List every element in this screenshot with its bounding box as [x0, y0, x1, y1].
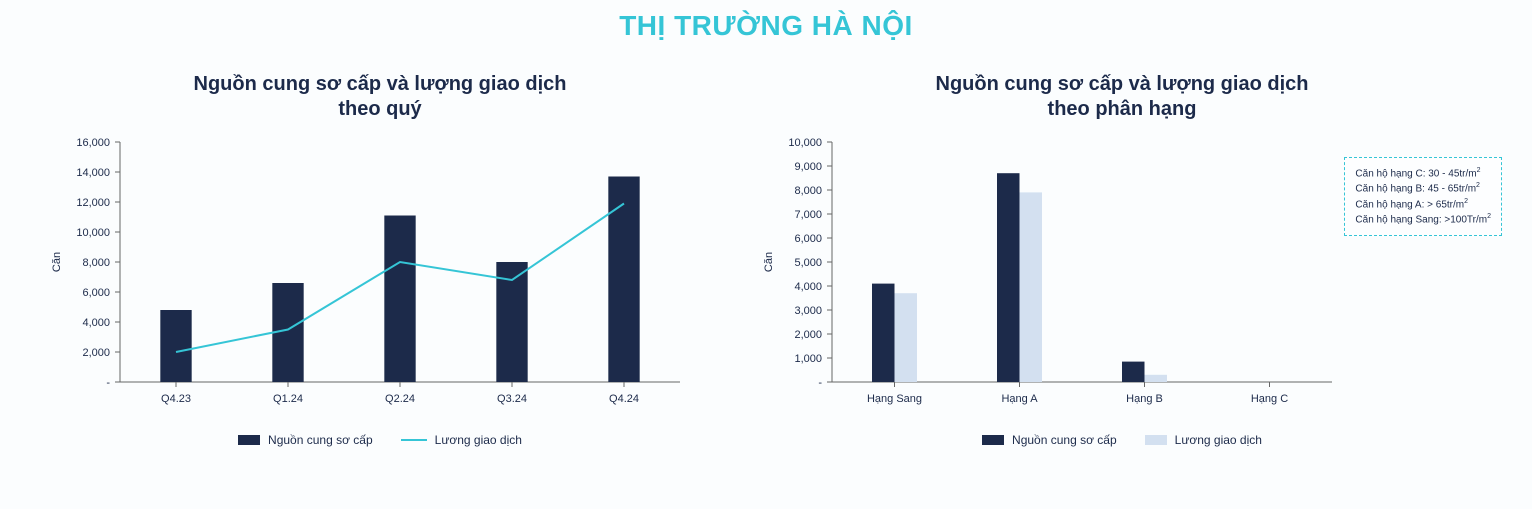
legend-right-s2-label: Lương giao dịch [1175, 433, 1262, 447]
svg-text:4,000: 4,000 [794, 281, 822, 293]
svg-text:Căn: Căn [51, 252, 63, 272]
svg-text:14,000: 14,000 [76, 167, 110, 179]
svg-text:6,000: 6,000 [794, 233, 822, 245]
page-title: THỊ TRƯỜNG HÀ NỘI [0, 10, 1532, 42]
svg-text:8,000: 8,000 [794, 185, 822, 197]
svg-text:Hạng A: Hạng A [1001, 393, 1038, 405]
chart-left-title-line1: Nguồn cung sơ cấp và lượng giao dịch [194, 73, 567, 95]
legend-bar-swatch [238, 435, 260, 445]
legend-left-bar-label: Nguồn cung sơ cấp [268, 433, 373, 447]
chart-left-title: Nguồn cung sơ cấp và lượng giao dịch the… [40, 72, 720, 122]
chart-right-block: Nguồn cung sơ cấp và lượng giao dịch the… [752, 52, 1492, 447]
svg-text:1,000: 1,000 [794, 353, 822, 365]
legend-left-line: Lương giao dịch [401, 433, 522, 447]
legend-bar-swatch [982, 435, 1004, 445]
svg-text:Hạng Sang: Hạng Sang [867, 393, 922, 405]
svg-text:6,000: 6,000 [82, 287, 110, 299]
svg-text:Hạng C: Hạng C [1251, 393, 1288, 405]
svg-text:Căn: Căn [763, 252, 775, 272]
legend-right-s1-label: Nguồn cung sơ cấp [1012, 433, 1117, 447]
svg-text:3,000: 3,000 [794, 305, 822, 317]
svg-text:-: - [106, 377, 110, 389]
chart-left-legend: Nguồn cung sơ cấp Lương giao dịch [40, 433, 720, 447]
info-box-line: Căn hộ hạng A: > 65tr/m2 [1355, 197, 1491, 212]
svg-text:9,000: 9,000 [794, 161, 822, 173]
chart-right-svg: - 1,000 2,000 3,000 4,000 5,000 6,000 7,000 8,00… [752, 132, 1352, 422]
svg-text:Q4.24: Q4.24 [609, 393, 639, 405]
svg-text:10,000: 10,000 [788, 137, 822, 149]
legend-right-s1: Nguồn cung sơ cấp [982, 433, 1117, 447]
chart-left-block: Nguồn cung sơ cấp và lượng giao dịch the… [40, 52, 720, 447]
info-box-line: Căn hộ hạng C: 30 - 45tr/m2 [1355, 166, 1491, 181]
charts-row: Nguồn cung sơ cấp và lượng giao dịch the… [0, 52, 1532, 447]
svg-text:4,000: 4,000 [82, 317, 110, 329]
chart-right-title: Nguồn cung sơ cấp và lượng giao dịch the… [752, 72, 1492, 122]
chart-left-title-line2: theo quý [338, 98, 421, 120]
svg-text:10,000: 10,000 [76, 227, 110, 239]
legend-right-s2: Lương giao dịch [1145, 433, 1262, 447]
svg-text:Q3.24: Q3.24 [497, 393, 527, 405]
svg-text:2,000: 2,000 [82, 347, 110, 359]
chart-left-svg: - 2,000 4,000 6,000 8,000 10,000 12,000 14,000 1… [40, 132, 700, 422]
svg-text:Hạng B: Hạng B [1126, 393, 1163, 405]
svg-text:7,000: 7,000 [794, 209, 822, 221]
info-box-line: Căn hộ hạng B: 45 - 65tr/m2 [1355, 181, 1491, 196]
info-box-line: Căn hộ hạng Sang: >100Tr/m2 [1355, 212, 1491, 227]
chart-right-title-line2: theo phân hạng [1048, 98, 1197, 120]
legend-left-line-label: Lương giao dịch [435, 433, 522, 447]
svg-text:Q2.24: Q2.24 [385, 393, 415, 405]
svg-text:2,000: 2,000 [794, 329, 822, 341]
chart-right-title-line1: Nguồn cung sơ cấp và lượng giao dịch [936, 73, 1309, 95]
chart-right-legend: Nguồn cung sơ cấp Lương giao dịch [752, 433, 1492, 447]
svg-text:-: - [818, 377, 822, 389]
legend-line-swatch [401, 439, 427, 441]
svg-text:Q4.23: Q4.23 [161, 393, 191, 405]
svg-text:Q1.24: Q1.24 [273, 393, 303, 405]
svg-text:12,000: 12,000 [76, 197, 110, 209]
segment-definitions-box: Căn hộ hạng C: 30 - 45tr/m2Căn hộ hạng B… [1344, 157, 1502, 236]
legend-bar-swatch [1145, 435, 1167, 445]
svg-text:16,000: 16,000 [76, 137, 110, 149]
legend-left-bar: Nguồn cung sơ cấp [238, 433, 373, 447]
svg-text:5,000: 5,000 [794, 257, 822, 269]
svg-text:8,000: 8,000 [82, 257, 110, 269]
